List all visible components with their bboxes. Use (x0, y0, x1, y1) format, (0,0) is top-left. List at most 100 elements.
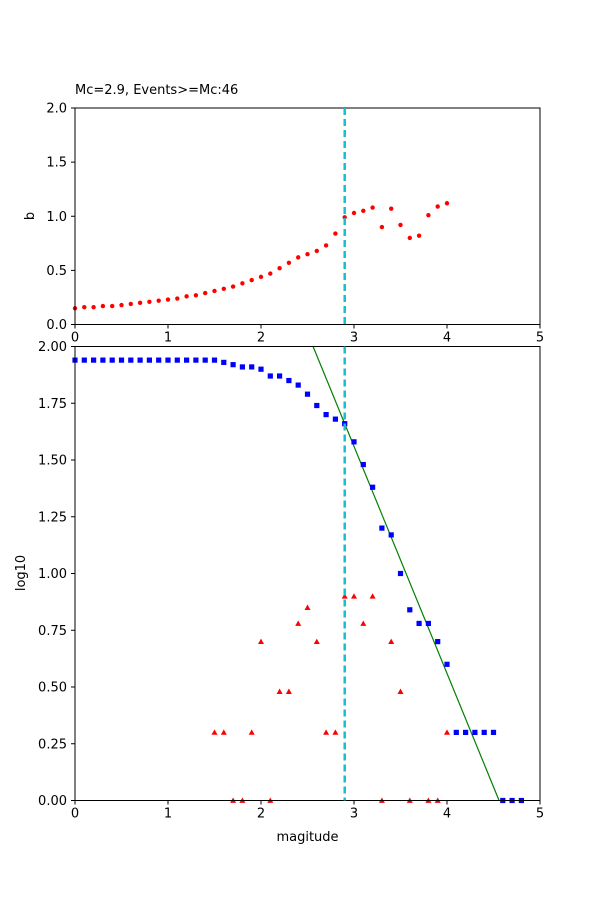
top-point-0-23 (286, 260, 292, 265)
top-y-tick-label-1: 0.5 (46, 264, 67, 279)
top-point-0-38 (426, 212, 431, 218)
top-x-tick-label-1: 1 (164, 331, 172, 346)
bottom-triangle-point-13 (332, 729, 339, 735)
top-point-0-22 (277, 266, 282, 271)
bottom-square-point-28 (332, 416, 338, 422)
bottom-triangle-point-7 (276, 688, 283, 694)
bottom-square-point-25 (304, 391, 311, 397)
bottom-triangle-point-19 (388, 638, 395, 644)
b-value-chart: 0 1 2 3 4 5 0.0 0.5 1.0 1.5 2.0 b (23, 102, 544, 346)
top-y-tick-label-4: 2.0 (46, 102, 67, 117)
bottom-square-point-41 (453, 729, 459, 735)
bottom-square-point-21 (267, 373, 273, 379)
bottom-y-tick-label-6: 1.50 (38, 454, 67, 469)
top-point-0-40 (444, 201, 450, 206)
top-point-0-37 (416, 233, 422, 238)
top-y-tick-label-2: 1.0 (46, 210, 67, 225)
top-point-0-7 (137, 300, 143, 306)
top-point-0-36 (407, 235, 412, 241)
top-point-0-3 (100, 303, 106, 309)
top-chart-title: Mc=2.9, Events>=Mc:46 (75, 83, 238, 98)
bottom-triangle-point-20 (397, 688, 404, 694)
top-point-0-13 (193, 293, 199, 298)
top-point-0-30 (351, 210, 357, 216)
bottom-square-point-37 (416, 620, 422, 627)
bottom-square-point-3 (100, 357, 106, 363)
top-point-0-15 (212, 288, 217, 294)
bottom-x-axis-label: magitude (276, 830, 338, 845)
bottom-triangle-point-9 (295, 620, 302, 626)
top-point-0-17 (230, 284, 236, 289)
bottom-square-point-5 (118, 357, 125, 363)
top-point-0-8 (147, 299, 152, 304)
bottom-triangle-point-16 (360, 620, 367, 626)
top-point-0-21 (268, 271, 273, 276)
bottom-square-point-2 (91, 357, 97, 363)
bottom-x-tick-label-0: 0 (71, 807, 79, 822)
top-point-0-20 (258, 274, 264, 280)
top-point-0-1 (82, 304, 87, 310)
top-point-0-18 (240, 281, 245, 286)
bottom-x-tick-label-4: 4 (443, 807, 451, 822)
bottom-y-tick-label-4: 1.00 (38, 567, 67, 582)
bottom-square-point-24 (295, 382, 301, 388)
bottom-square-point-43 (472, 729, 478, 735)
bottom-y-tick-label-7: 1.75 (38, 397, 67, 412)
bottom-triangle-point-24 (444, 729, 450, 735)
top-point-0-31 (361, 208, 366, 214)
bottom-y-axis-label: log10 (14, 555, 29, 591)
bottom-square-point-26 (314, 402, 320, 409)
top-point-0-11 (175, 296, 180, 301)
top-point-0-2 (91, 304, 96, 310)
bottom-square-point-34 (388, 532, 394, 538)
bottom-triangle-point-12 (323, 729, 330, 735)
bottom-square-point-32 (370, 484, 376, 490)
bottom-square-point-23 (286, 377, 292, 384)
top-x-tick-label-4: 4 (443, 331, 451, 346)
top-y-axis-label: b (23, 212, 38, 220)
bottom-triangle-point-1 (220, 729, 227, 735)
top-point-0-34 (389, 206, 394, 211)
top-point-0-35 (398, 222, 403, 228)
bottom-triangle-point-5 (258, 638, 264, 644)
bottom-square-point-39 (435, 639, 441, 645)
bottom-square-point-18 (239, 364, 245, 370)
bottom-square-point-40 (444, 661, 450, 667)
bottom-square-point-15 (211, 357, 218, 363)
top-point-0-16 (221, 286, 226, 291)
bottom-square-point-6 (128, 357, 134, 363)
top-point-0-26 (314, 248, 319, 254)
top-point-0-5 (119, 302, 124, 308)
bottom-square-point-4 (109, 357, 115, 363)
bottom-square-point-11 (174, 357, 180, 363)
bottom-square-point-33 (379, 525, 385, 531)
bottom-y-tick-label-1: 0.25 (38, 737, 67, 752)
bottom-fit-line (312, 346, 500, 801)
top-point-0-28 (333, 231, 338, 236)
bottom-y-tick-label-5: 1.25 (38, 510, 67, 525)
bottom-square-point-10 (165, 357, 171, 363)
bottom-y-tick-label-8: 2.00 (38, 340, 67, 355)
bottom-square-point-36 (407, 607, 413, 613)
bottom-square-point-9 (156, 357, 162, 363)
top-x-tick-label-3: 3 (350, 331, 358, 346)
bottom-square-point-7 (137, 357, 143, 363)
bottom-square-point-19 (249, 364, 255, 370)
bottom-triangle-point-0 (211, 729, 218, 735)
bottom-y-tick-label-3: 0.75 (38, 624, 67, 639)
top-x-tick-label-0: 0 (71, 331, 79, 346)
bottom-x-tick-label-2: 2 (257, 807, 265, 822)
top-y-tick-label-3: 1.5 (46, 156, 67, 171)
top-point-0-39 (435, 204, 440, 209)
top-point-0-14 (203, 290, 208, 296)
bottom-x-tick-label-3: 3 (350, 807, 358, 822)
bottom-square-point-17 (230, 362, 236, 368)
top-x-tick-label-5: 5 (536, 331, 544, 346)
top-point-0-9 (156, 298, 161, 303)
bottom-square-point-35 (397, 570, 404, 577)
top-point-0-24 (296, 255, 301, 260)
bottom-square-point-42 (463, 729, 469, 735)
bottom-square-point-30 (351, 439, 357, 445)
top-point-0-12 (184, 294, 189, 299)
